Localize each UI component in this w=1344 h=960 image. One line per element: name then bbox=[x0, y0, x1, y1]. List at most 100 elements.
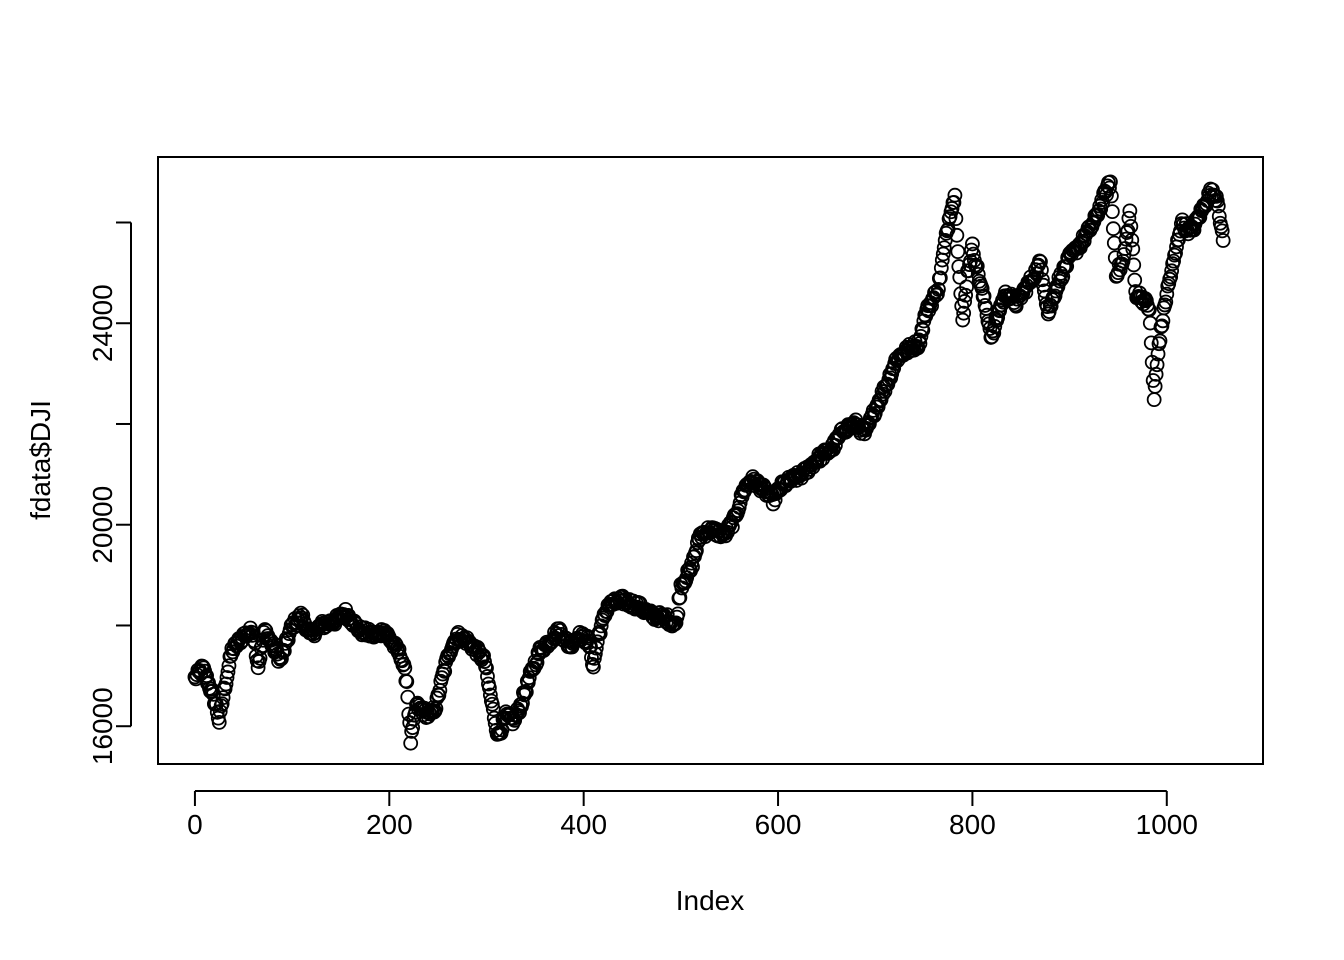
data-point bbox=[295, 607, 311, 623]
data-point bbox=[1149, 357, 1165, 373]
data-point bbox=[480, 669, 495, 684]
data-point bbox=[947, 187, 963, 203]
data-point bbox=[215, 690, 231, 706]
x-tick-label: 600 bbox=[755, 809, 802, 840]
data-point bbox=[1152, 333, 1168, 349]
data-point bbox=[987, 319, 1003, 334]
data-point bbox=[957, 294, 973, 309]
x-axis-title: Index bbox=[676, 885, 745, 916]
x-tick-label: 1000 bbox=[1136, 809, 1198, 840]
data-point bbox=[958, 287, 974, 303]
data-point bbox=[1148, 366, 1164, 382]
data-point bbox=[965, 236, 980, 252]
data-point bbox=[1121, 210, 1137, 226]
data-point bbox=[948, 211, 964, 227]
data-point bbox=[974, 281, 990, 296]
data-point bbox=[946, 195, 962, 210]
data-point bbox=[1118, 231, 1134, 247]
x-tick-label: 200 bbox=[366, 809, 413, 840]
y-tick-label: 20000 bbox=[87, 486, 118, 564]
y-axis: 16000 20000 24000 bbox=[87, 221, 132, 765]
data-point bbox=[913, 328, 929, 344]
data-point bbox=[956, 305, 972, 321]
data-point bbox=[1166, 253, 1181, 269]
data-point bbox=[399, 674, 415, 690]
data-point bbox=[926, 290, 941, 305]
data-point bbox=[477, 654, 492, 669]
data-point bbox=[720, 524, 735, 540]
data-point bbox=[670, 606, 686, 622]
plot-frame bbox=[157, 156, 1264, 765]
data-point bbox=[1209, 193, 1225, 209]
y-tick-label: 24000 bbox=[87, 284, 118, 362]
data-point bbox=[1112, 262, 1128, 278]
data-point bbox=[932, 270, 948, 286]
data-point bbox=[1164, 263, 1180, 279]
data-point bbox=[1124, 232, 1140, 248]
data-point bbox=[1143, 335, 1159, 351]
x-tick-label: 800 bbox=[949, 809, 996, 840]
data-point bbox=[280, 632, 296, 648]
data-point bbox=[211, 714, 227, 730]
y-axis-title: fdata$DJI bbox=[25, 400, 56, 520]
data-point bbox=[274, 651, 289, 667]
data-point bbox=[518, 684, 534, 700]
data-point bbox=[428, 701, 444, 716]
data-points bbox=[187, 174, 1231, 751]
data-point bbox=[949, 227, 965, 243]
data-point bbox=[1034, 262, 1049, 278]
x-tick-label: 400 bbox=[560, 809, 607, 840]
data-point bbox=[870, 399, 886, 415]
data-point bbox=[931, 281, 946, 297]
data-point bbox=[1055, 269, 1071, 284]
data-point bbox=[214, 696, 230, 712]
data-point bbox=[955, 312, 971, 328]
x-tick-label: 0 bbox=[187, 809, 203, 840]
data-point bbox=[512, 705, 527, 720]
data-point bbox=[1214, 223, 1230, 239]
data-point bbox=[403, 735, 419, 751]
data-point bbox=[221, 658, 237, 674]
data-point bbox=[969, 258, 985, 274]
y-tick-label: 16000 bbox=[87, 687, 118, 765]
data-point bbox=[936, 240, 952, 256]
data-point bbox=[668, 615, 684, 631]
data-point bbox=[950, 244, 966, 260]
data-point bbox=[1103, 174, 1118, 190]
data-point bbox=[867, 405, 883, 421]
data-point bbox=[992, 303, 1008, 319]
data-point bbox=[1158, 294, 1174, 310]
data-point bbox=[1102, 180, 1117, 196]
data-point bbox=[220, 664, 236, 680]
data-point bbox=[592, 626, 608, 642]
data-point bbox=[482, 687, 498, 703]
data-point bbox=[1159, 286, 1175, 302]
data-point bbox=[1104, 204, 1120, 220]
data-point bbox=[915, 322, 931, 338]
data-point bbox=[1127, 272, 1143, 288]
data-point bbox=[588, 640, 604, 656]
x-axis: 0 200 400 600 800 1000 bbox=[187, 790, 1198, 840]
data-point bbox=[1122, 203, 1138, 219]
data-point bbox=[959, 279, 974, 295]
data-point bbox=[1103, 188, 1119, 204]
data-point bbox=[685, 559, 700, 575]
data-point bbox=[1210, 198, 1226, 214]
data-point bbox=[400, 689, 416, 705]
data-point bbox=[212, 703, 228, 719]
data-point bbox=[250, 660, 266, 676]
data-point bbox=[912, 336, 928, 351]
data-point bbox=[933, 260, 949, 276]
data-point bbox=[1126, 257, 1142, 273]
data-point bbox=[1146, 392, 1162, 408]
data-point bbox=[1018, 284, 1034, 300]
data-point bbox=[1215, 233, 1231, 248]
data-point bbox=[1186, 222, 1202, 238]
data-point bbox=[1105, 221, 1121, 237]
data-point bbox=[479, 660, 494, 676]
data-point bbox=[1211, 208, 1227, 224]
data-point bbox=[1125, 241, 1141, 257]
data-point bbox=[205, 686, 221, 702]
data-point bbox=[1043, 298, 1059, 314]
